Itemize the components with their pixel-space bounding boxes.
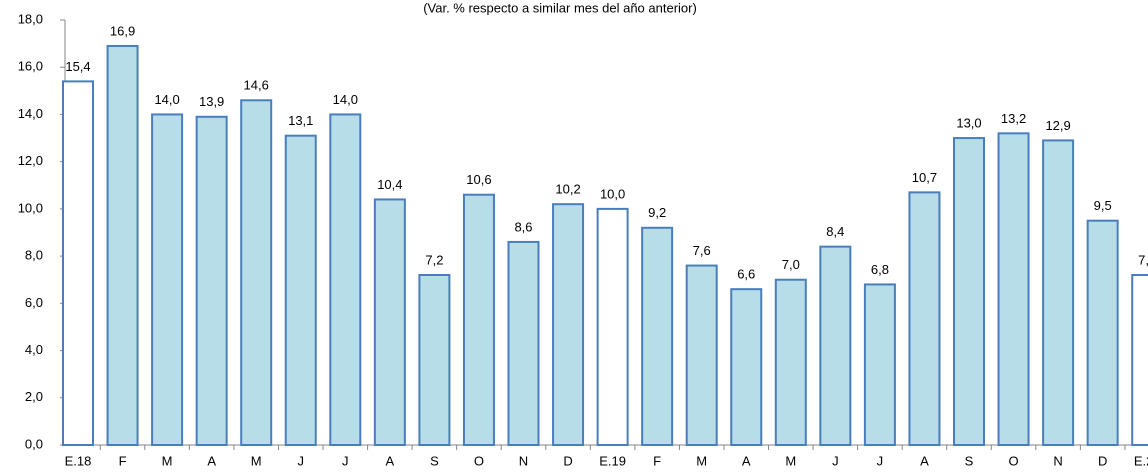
- value-label: 6,8: [871, 262, 889, 277]
- x-tick-label: F: [653, 453, 661, 468]
- value-label: 14,6: [244, 78, 269, 93]
- x-tick-label: M: [696, 453, 707, 468]
- bar: [685, 264, 718, 446]
- bar: [730, 288, 763, 446]
- value-label: 16,9: [110, 23, 135, 38]
- x-tick-label: D: [1098, 453, 1107, 468]
- value-label: 9,2: [648, 205, 666, 220]
- bar: [552, 203, 585, 446]
- x-tick-label: S: [430, 453, 439, 468]
- y-tick-label: 14,0: [18, 106, 43, 121]
- bar: [596, 207, 629, 446]
- x-tick-label: A: [207, 453, 216, 468]
- x-tick-label: O: [474, 453, 484, 468]
- x-tick-label: E.19: [599, 453, 626, 468]
- y-tick-label: 2,0: [25, 389, 43, 404]
- value-label: 13,9: [199, 94, 224, 109]
- y-tick-label: 0,0: [25, 436, 43, 451]
- x-tick-label: M: [785, 453, 796, 468]
- value-label: 6,6: [737, 267, 755, 282]
- bar: [462, 193, 495, 446]
- bar: [507, 240, 540, 446]
- x-tick-label: M: [162, 453, 173, 468]
- value-label: 10,0: [600, 186, 625, 201]
- x-tick-label: A: [386, 453, 395, 468]
- value-label: 13,0: [956, 115, 981, 130]
- bar: [908, 191, 941, 446]
- value-label: 14,0: [333, 92, 358, 107]
- bar: [997, 132, 1030, 446]
- value-label: 8,4: [826, 224, 844, 239]
- value-label: 13,1: [288, 113, 313, 128]
- x-tick-label: J: [342, 453, 349, 468]
- x-tick-label: S: [965, 453, 974, 468]
- x-tick-label: O: [1008, 453, 1018, 468]
- value-label: 8,6: [514, 219, 532, 234]
- chart-subtitle: (Var. % respecto a similar mes del año a…: [423, 0, 697, 15]
- bar: [641, 226, 674, 446]
- bar: [863, 283, 896, 447]
- value-label: 7,2: [425, 252, 443, 267]
- bar: [1086, 219, 1119, 446]
- bar: [1042, 139, 1075, 447]
- value-label: 10,6: [466, 172, 491, 187]
- bar: [418, 274, 451, 446]
- x-tick-label: J: [298, 453, 305, 468]
- bar: [774, 278, 807, 446]
- bar: [62, 80, 94, 446]
- x-tick-label: D: [563, 453, 572, 468]
- x-tick-label: N: [519, 453, 528, 468]
- y-tick-label: 12,0: [18, 153, 43, 168]
- bar: [819, 245, 852, 446]
- x-tick-label: E.20: [1134, 453, 1148, 468]
- y-tick-label: 8,0: [25, 248, 43, 263]
- x-tick-label: A: [920, 453, 929, 468]
- value-label: 13,2: [1001, 111, 1026, 126]
- value-label: 12,9: [1045, 118, 1070, 133]
- bar: [329, 113, 362, 446]
- value-label: 10,4: [377, 177, 402, 192]
- x-tick-label: J: [877, 453, 884, 468]
- y-tick-label: 10,0: [18, 200, 43, 215]
- bar: [195, 115, 228, 447]
- x-tick-label: E.18: [65, 453, 92, 468]
- value-label: 10,7: [912, 170, 937, 185]
- bar: [284, 134, 317, 446]
- value-label: 9,5: [1094, 198, 1112, 213]
- value-label: 7,0: [782, 257, 800, 272]
- value-label: 10,2: [555, 182, 580, 197]
- value-label: 7,2: [1138, 252, 1148, 267]
- x-tick-label: J: [832, 453, 839, 468]
- bar: [953, 137, 985, 447]
- bar: [240, 99, 273, 447]
- value-label: 14,0: [154, 92, 179, 107]
- x-tick-label: N: [1053, 453, 1062, 468]
- value-label: 15,4: [65, 59, 90, 74]
- bar: [106, 44, 139, 446]
- y-tick-label: 18,0: [18, 11, 43, 26]
- x-tick-label: F: [119, 453, 127, 468]
- value-label: 7,6: [693, 243, 711, 258]
- y-tick-label: 4,0: [25, 342, 43, 357]
- bar: [373, 198, 406, 446]
- bar: [1131, 274, 1148, 446]
- x-tick-label: M: [251, 453, 262, 468]
- y-tick-label: 6,0: [25, 295, 43, 310]
- x-tick-label: A: [742, 453, 751, 468]
- bar: [151, 113, 184, 446]
- y-tick-label: 16,0: [18, 59, 43, 74]
